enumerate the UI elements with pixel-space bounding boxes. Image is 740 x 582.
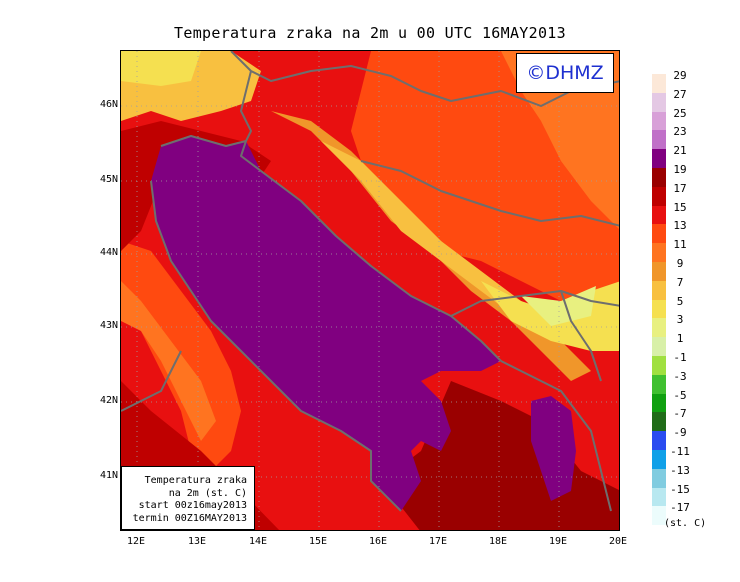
lat-label-44n: 44N <box>99 247 118 258</box>
colorbar-swatch <box>652 243 666 262</box>
colorbar-swatch <box>652 318 666 338</box>
lon-label-12e: 12E <box>126 536 146 547</box>
info-line-title: Temperatura zraka <box>144 475 247 486</box>
colorbar-unit: (st. C) <box>664 518 707 529</box>
colorbar-swatch <box>652 487 666 507</box>
colorbar-swatch <box>652 280 666 300</box>
colorbar-tick-label: 23 <box>673 125 687 139</box>
colorbar-swatch <box>652 186 666 206</box>
temperature-map <box>120 50 620 531</box>
coastlines-and-borders <box>121 51 619 530</box>
lon-label-18e: 18E <box>488 536 508 547</box>
colorbar-tick-label: 29 <box>673 69 687 82</box>
lon-label-14e: 14E <box>248 536 268 547</box>
apennines-cool-band <box>121 281 216 441</box>
colorbar-tick-label: 9 <box>676 257 684 270</box>
adriatic-sea-field <box>151 136 501 511</box>
colorbar-tick-label: 7 <box>676 275 684 289</box>
colorbar-tick-label: 13 <box>673 219 687 233</box>
lat-label-42n: 42N <box>99 395 118 406</box>
colorbar-swatch <box>652 92 666 112</box>
colorbar-swatch <box>652 299 666 319</box>
colorbar-tick-label: -13 <box>670 463 690 477</box>
colorbar-swatch <box>652 205 666 225</box>
lon-label-19e: 19E <box>548 536 568 547</box>
colorbar-tick-label: 1 <box>676 332 684 346</box>
graticule <box>121 51 619 530</box>
lat-label-41n: 41N <box>99 470 118 481</box>
lon-label-20e: 20E <box>608 536 628 547</box>
map-title: Temperatura zraka na 2m u 00 UTC 16MAY20… <box>174 24 566 42</box>
colorbar-swatch <box>652 468 666 488</box>
colorbar-tick-label: -5 <box>673 388 687 402</box>
lon-label-16e: 16E <box>368 536 388 547</box>
colorbar-tick-label: -7 <box>673 407 687 421</box>
colorbar-swatch <box>652 412 666 432</box>
lon-label-17e: 17E <box>428 536 448 547</box>
colorbar-tick-label: 17 <box>673 181 687 195</box>
colorbar-swatch <box>652 111 666 131</box>
colorbar-swatch <box>652 337 666 356</box>
colorbar-tick-label: -11 <box>670 445 690 458</box>
colorbar-tick-label: 19 <box>673 163 687 176</box>
colorbar-swatch <box>652 374 666 394</box>
colorbar-swatch <box>652 130 666 150</box>
colorbar-swatch <box>652 506 666 526</box>
northeast-orange-field <box>501 51 619 229</box>
colorbar-swatch <box>652 355 666 375</box>
colorbar-swatch <box>652 449 666 469</box>
colorbar-swatch <box>652 431 666 450</box>
colorbar-tick-label: 21 <box>673 144 687 158</box>
ionian-sea-patch <box>531 396 576 501</box>
colorbar-swatch <box>652 149 666 168</box>
info-line-units: na 2m (st. C) <box>168 487 247 499</box>
lat-label-46n: 46N <box>99 99 118 110</box>
lon-label-13e: 13E <box>187 536 207 547</box>
colorbar-tick-label: -15 <box>670 482 690 496</box>
colorbar-tick-label: -3 <box>673 369 687 383</box>
colorbar-swatch <box>652 167 666 187</box>
colorbar <box>652 74 666 526</box>
colorbar-tick-label: 25 <box>673 106 687 120</box>
colorbar-tick-label: -9 <box>673 426 687 440</box>
colorbar-tick-label: 5 <box>676 294 684 308</box>
colorbar-swatch <box>652 261 666 281</box>
colorbar-tick-label: 11 <box>673 238 687 252</box>
colorbar-swatch <box>652 74 666 93</box>
info-box: Temperatura zraka na 2m (st. C) start 00… <box>121 466 255 530</box>
colorbar-tick-label: -1 <box>673 351 687 364</box>
info-line-termin: termin 00Z16MAY2013 <box>132 512 247 524</box>
alps-coolest-field <box>121 51 201 86</box>
colorbar-tick-label: 3 <box>676 313 684 327</box>
colorbar-swatch <box>652 393 666 413</box>
colorbar-swatch <box>652 224 666 244</box>
colorbar-tick-label: -17 <box>670 501 690 515</box>
lat-label-45n: 45N <box>99 174 118 185</box>
colorbar-tick-label: 15 <box>673 200 687 214</box>
lon-label-15e: 15E <box>308 536 328 547</box>
dhmz-logo: ©DHMZ <box>516 53 614 93</box>
lat-label-43n: 43N <box>99 320 118 331</box>
colorbar-tick-label: 27 <box>673 87 687 101</box>
info-line-start: start 00z16may2013 <box>138 500 247 511</box>
